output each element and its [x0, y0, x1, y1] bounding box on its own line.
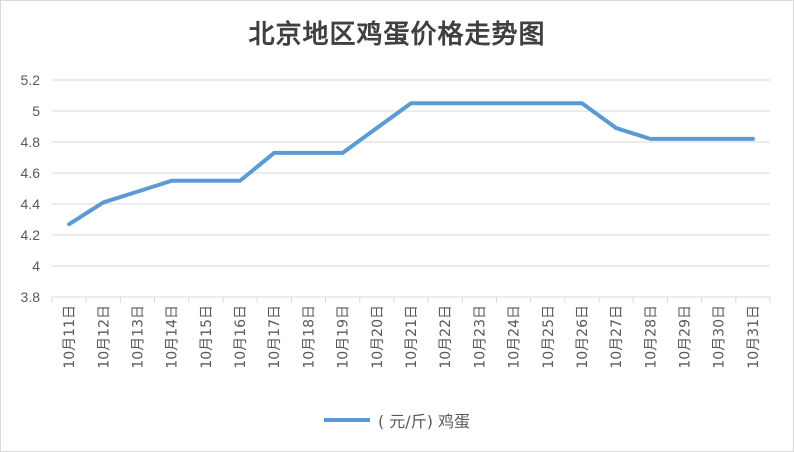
- x-tick-label: 10月28日: [643, 305, 659, 369]
- y-tick-label: 5.2: [21, 72, 41, 88]
- chart-title: 北京地区鸡蛋价格走势图: [248, 20, 546, 50]
- x-tick-label: 10月23日: [472, 305, 488, 369]
- y-tick-label: 4.2: [21, 227, 41, 243]
- x-tick-label: 10月30日: [712, 305, 728, 369]
- y-tick-label: 4: [32, 258, 40, 274]
- y-tick-label: 4.6: [21, 165, 41, 181]
- y-tick-label: 3.8: [21, 289, 41, 305]
- legend: ( 元/斤) 鸡蛋: [0, 408, 794, 432]
- legend-swatch: [323, 418, 370, 422]
- x-tick-label: 10月26日: [575, 305, 591, 369]
- series-line: [67, 101, 755, 227]
- x-tick-label: 10月31日: [746, 305, 762, 369]
- x-tick-label: 10月22日: [438, 305, 454, 369]
- x-tick-label: 10月15日: [199, 305, 215, 369]
- y-tick-label: 4.4: [21, 196, 41, 212]
- x-tick-label: 10月24日: [507, 305, 523, 369]
- x-tick-label: 10月20日: [370, 305, 386, 369]
- x-tick-label: 10月12日: [96, 305, 112, 369]
- x-tick-label: 10月27日: [609, 305, 625, 369]
- x-tick-label: 10月11日: [62, 305, 78, 369]
- x-tick-label: 10月19日: [336, 305, 352, 369]
- x-tick-label: 10月25日: [541, 305, 557, 369]
- legend-label: ( 元/斤) 鸡蛋: [377, 412, 471, 431]
- x-tick-label: 10月17日: [267, 305, 283, 369]
- x-tick-label: 10月13日: [130, 305, 146, 369]
- y-tick-label: 5: [32, 103, 40, 119]
- x-tick-label: 10月14日: [165, 305, 181, 369]
- y-tick-label: 4.8: [21, 134, 41, 150]
- x-tick-label: 10月18日: [301, 305, 317, 369]
- x-tick-label: 10月29日: [678, 305, 694, 369]
- x-tick-label: 10月16日: [233, 305, 249, 369]
- x-tick-label: 10月21日: [404, 305, 420, 369]
